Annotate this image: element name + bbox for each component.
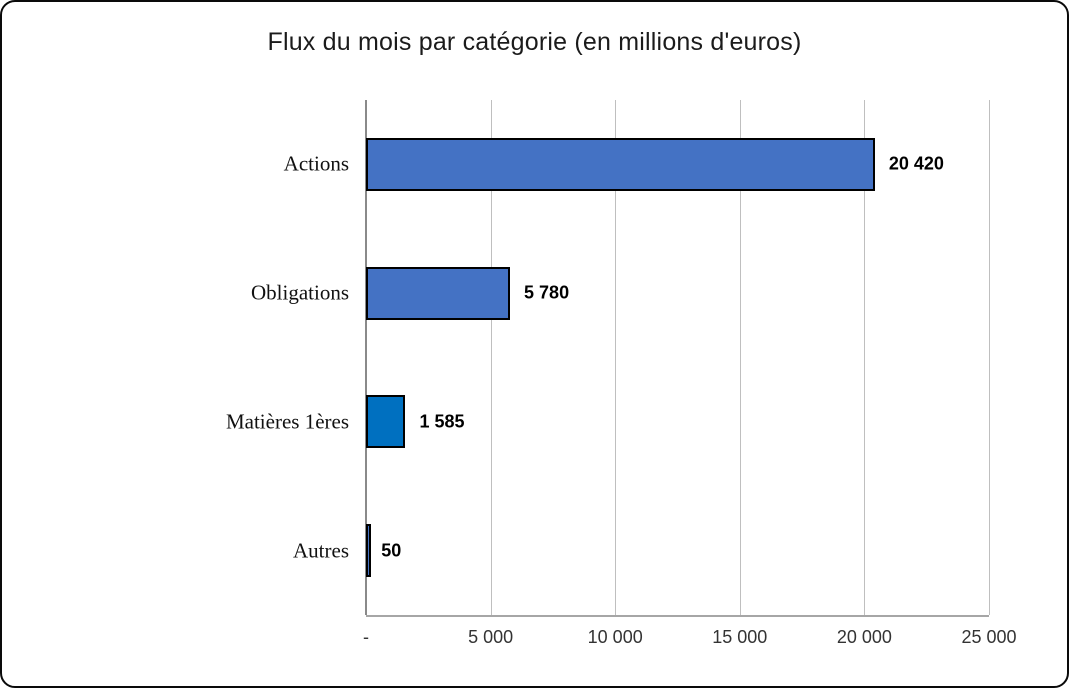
x-tick-label: 20 000 [836,627,892,647]
gridline [615,100,617,615]
category-label: Actions [283,151,349,176]
x-tick-label: 5 000 [468,627,514,647]
x-tick-label: 15 000 [712,627,768,647]
x-tick-label: - [363,627,369,647]
value-axis-labels: - 5 000 10 000 15 000 20 000 25 000 [363,627,1017,657]
bar-2 [366,395,406,449]
plot-area: 20 420 5 780 1 585 50 [365,100,990,617]
bar-value-label: 5 780 [524,282,570,303]
category-label: Obligations [251,280,349,305]
chart-title: Flux du mois par catégorie (en millions … [267,28,802,56]
bar-0 [366,137,875,191]
bar-value-label: 1 585 [419,411,465,432]
gridline [989,100,990,615]
x-tick-label: 25 000 [961,627,1017,647]
gridline [864,100,866,615]
gridline [490,100,492,615]
category-label: Autres [293,538,349,563]
gridline [739,100,741,615]
x-tick-label: 10 000 [587,627,643,647]
category-label: Matières 1ères [225,409,349,434]
bar-value-label: 20 420 [888,153,944,174]
bar-value-label: 50 [381,540,402,561]
category-axis-line [365,100,367,615]
category-axis-labels: Actions Obligations Matières 1ères Autres [2,100,349,615]
bar-1 [366,266,511,320]
bar-3 [366,524,371,578]
